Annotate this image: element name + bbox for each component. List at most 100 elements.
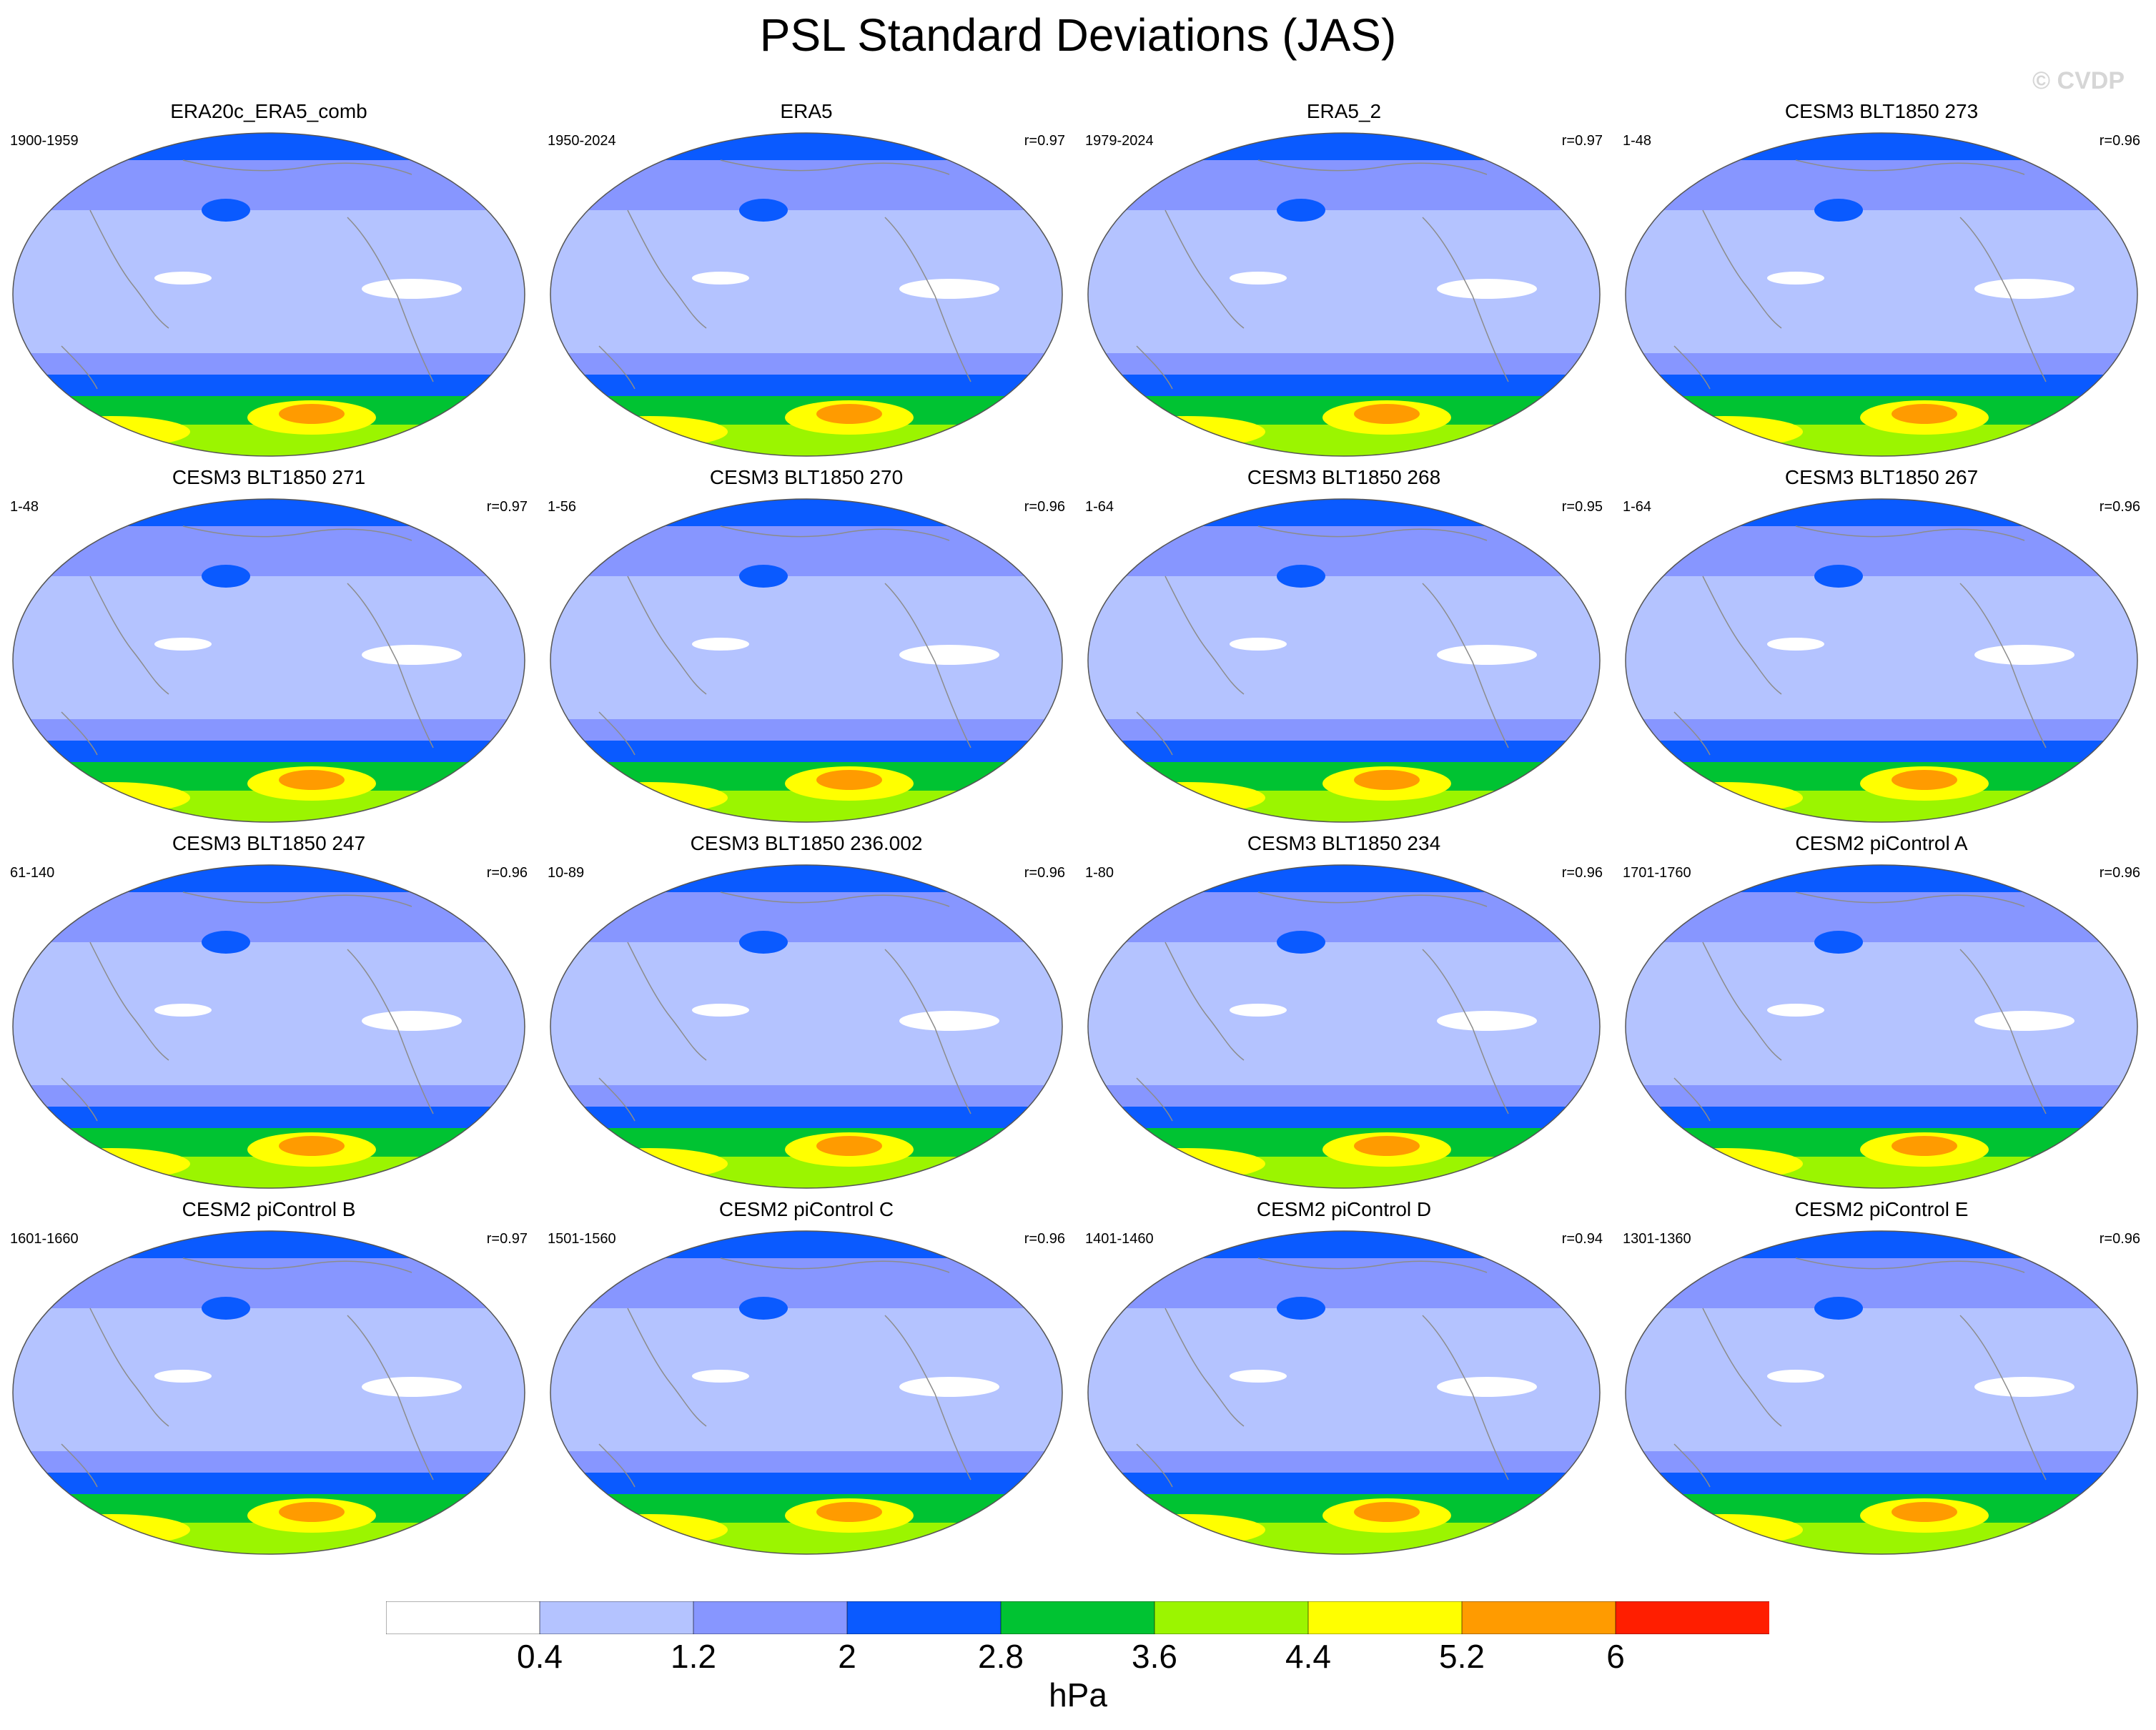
coastline: [1422, 583, 1509, 748]
shading-band: [1088, 892, 1600, 942]
panel-pattern-correlation: r=0.97: [486, 1231, 528, 1247]
shading-north-pacific: [739, 1297, 788, 1320]
shading-band: [13, 865, 525, 892]
coastline: [1795, 525, 2025, 541]
coastline: [1136, 345, 1173, 390]
shading-band: [13, 1451, 525, 1473]
shading-minimum: [362, 279, 462, 299]
shading-band: [550, 719, 1062, 741]
shading-north-pacific: [739, 199, 788, 222]
shading-north-pacific: [202, 931, 250, 954]
shading-band: [550, 210, 1062, 353]
shading-maximum: [279, 1502, 345, 1522]
coastline: [884, 949, 971, 1114]
coastline: [627, 575, 707, 695]
shading-band: [13, 353, 525, 375]
shading-north-pacific: [1814, 1297, 1863, 1320]
panel-title: CESM2 piControl B: [182, 1198, 356, 1220]
shading-maximum: [1354, 404, 1420, 424]
shading-band: [550, 133, 1062, 160]
map-border: [12, 1230, 525, 1555]
psl-stddev-map: [12, 498, 525, 823]
shading-band: [1088, 375, 1600, 396]
shading-band: [1088, 1451, 1600, 1473]
panel-title: CESM3 BLT1850 271: [172, 466, 366, 488]
panel-pattern-correlation: r=0.96: [2099, 499, 2140, 515]
colorbar-tick-label: 2.8: [978, 1638, 1024, 1675]
map-border: [1087, 1230, 1601, 1555]
shading-maximum: [1354, 1502, 1420, 1522]
panel-period: 1301-1360: [1623, 1231, 1691, 1247]
shading-minimum: [692, 1004, 749, 1017]
map-panel: CESM3 BLT1850 247 61-140 r=0.96: [0, 832, 538, 1198]
panel-pattern-correlation: r=0.97: [486, 499, 528, 515]
shading-minimum: [692, 638, 749, 651]
shading-band: [550, 526, 1062, 576]
shading-minimum: [1437, 279, 1537, 299]
panel-pattern-correlation: r=0.96: [2099, 133, 2140, 149]
coastline: [627, 1308, 707, 1427]
coastline: [1673, 711, 1711, 756]
map-border: [550, 132, 1063, 457]
coastline: [1136, 711, 1173, 756]
panel-pattern-correlation: r=0.96: [2099, 865, 2140, 881]
shading-minimum: [1767, 272, 1824, 285]
shading-band: [1088, 526, 1600, 576]
coastline: [1959, 1315, 2047, 1481]
shading-band: [1626, 576, 2137, 719]
panel-period: 1-64: [1623, 499, 1652, 515]
colorbar-swatch: [386, 1601, 540, 1634]
coastline: [627, 941, 707, 1061]
shading-band: [1088, 942, 1600, 1085]
colorbar-swatch: [539, 1601, 694, 1634]
shading-minimum: [362, 1377, 462, 1397]
coastline: [61, 345, 98, 390]
map-panel: ERA5 1950-2024 r=0.97: [538, 100, 1075, 466]
psl-stddev-map: [1087, 864, 1601, 1189]
coastline: [720, 891, 950, 907]
panel-pattern-correlation: r=0.96: [486, 865, 528, 881]
shading-band: [13, 210, 525, 353]
map-panel: CESM3 BLT1850 273 1-48 r=0.96: [1613, 100, 2150, 466]
coastline: [61, 1077, 98, 1122]
shading-band: [1626, 160, 2137, 210]
coastline: [1795, 159, 2025, 175]
shading-band: [13, 576, 525, 719]
coastline: [347, 1315, 434, 1481]
coastline: [1702, 575, 1782, 695]
shading-band: [1088, 576, 1600, 719]
psl-stddev-map: [550, 132, 1063, 457]
psl-stddev-map: [12, 1230, 525, 1555]
map-border: [550, 498, 1063, 823]
panel-period: 1601-1660: [10, 1231, 79, 1247]
shading-minimum: [154, 1004, 212, 1017]
coastline: [1136, 1443, 1173, 1488]
shading-minimum: [899, 645, 999, 665]
panel-title: CESM3 BLT1850 247: [172, 832, 366, 854]
coastline: [1422, 1315, 1509, 1481]
shading-minimum: [899, 1011, 999, 1031]
colorbar-swatch: [1307, 1601, 1463, 1634]
coastline: [627, 209, 707, 329]
panel-title: CESM3 BLT1850 270: [709, 466, 904, 488]
colorbar-tick-label: 1.2: [671, 1638, 716, 1675]
map-panel: CESM2 piControl A 1701-1760 r=0.96: [1613, 832, 2150, 1198]
map-panel: CESM3 BLT1850 271 1-48 r=0.97: [0, 466, 538, 832]
shading-north-pacific: [202, 565, 250, 588]
shading-minimum: [154, 638, 212, 651]
coastline: [347, 949, 434, 1114]
shading-maximum: [1892, 1502, 1957, 1522]
shading-minimum: [692, 272, 749, 285]
shading-band: [1626, 210, 2137, 353]
shading-band: [550, 1451, 1062, 1473]
shading-band: [550, 1308, 1062, 1451]
shading-maximum: [279, 770, 345, 790]
shading-band: [550, 942, 1062, 1085]
map-border: [1625, 498, 2138, 823]
coastline: [1673, 345, 1711, 390]
figure-title: PSL Standard Deviations (JAS): [759, 9, 1397, 61]
shading-north-pacific: [739, 565, 788, 588]
colorbar-tick-label: 2: [838, 1638, 856, 1675]
coastline: [182, 525, 412, 541]
psl-stddev-map: [550, 1230, 1063, 1555]
